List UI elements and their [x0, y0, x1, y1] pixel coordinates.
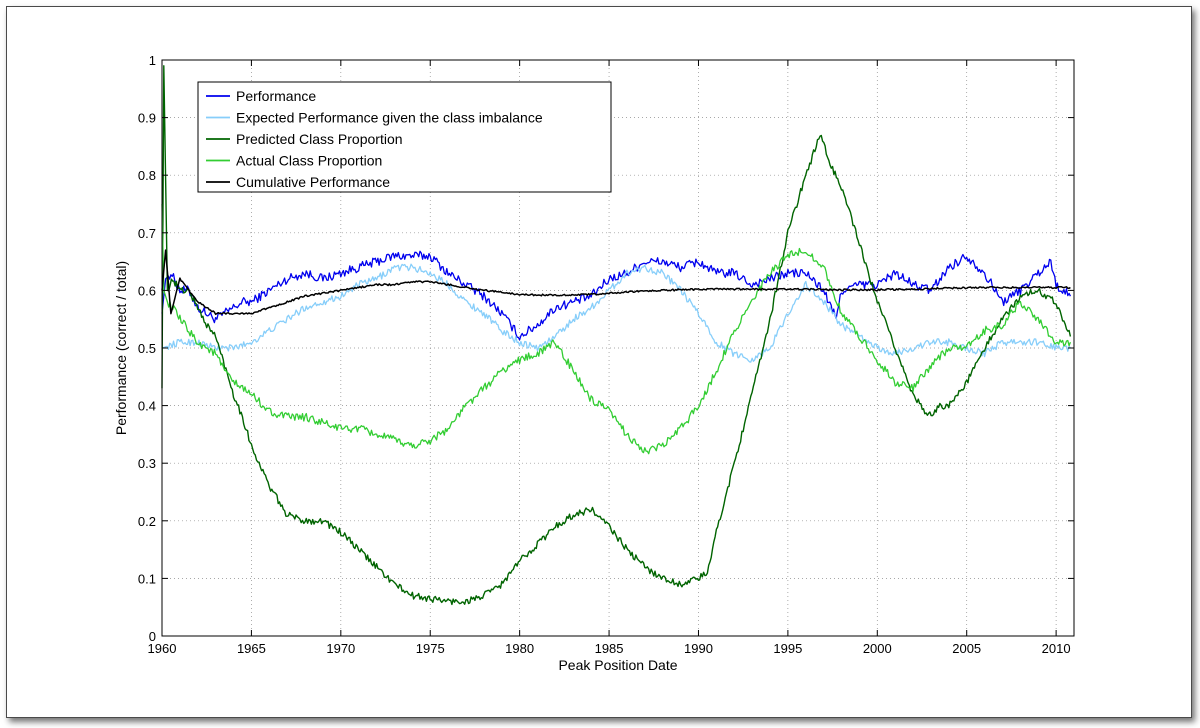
x-tick-label: 1960 — [148, 641, 177, 656]
x-tick-label: 1975 — [416, 641, 445, 656]
legend-box — [197, 81, 612, 193]
x-tick-label: 1995 — [773, 641, 802, 656]
y-tick-label: 0.1 — [138, 571, 156, 586]
y-tick-label: 0.9 — [138, 111, 156, 126]
series-cumulative-performance — [161, 249, 1071, 316]
y-tick-label: 0.4 — [138, 399, 156, 414]
x-tick-label: 1985 — [595, 641, 624, 656]
y-tick-label: 0.6 — [138, 283, 156, 298]
y-tick-label: 0.3 — [138, 456, 156, 471]
legend-entry-label: Predicted Class Proportion — [236, 131, 403, 147]
legend-entry-label: Performance — [236, 88, 316, 104]
axis-ticks: 1960 1965 1970 1975 1980 1985 1990 1995 2000 2005… — [138, 53, 1074, 656]
series-expected-performance — [161, 263, 1071, 363]
y-tick-label: 1 — [149, 53, 156, 68]
x-tick-label: 2000 — [863, 641, 892, 656]
x-axis-label: Peak Position Date — [558, 657, 677, 673]
y-tick-label: 0.7 — [138, 226, 156, 241]
x-tick-label: 1970 — [326, 641, 355, 656]
series-lines — [161, 65, 1072, 606]
x-tick-label: 1965 — [237, 641, 266, 656]
x-tick-label: 2005 — [952, 641, 981, 656]
x-tick-label: 1990 — [684, 641, 713, 656]
series-predicted-class-proportion — [161, 65, 1072, 606]
x-tick-label: 1980 — [505, 641, 534, 656]
legend-entry-label: Cumulative Performance — [236, 174, 390, 190]
legend: Performance Expected Performance given th… — [197, 81, 612, 193]
grid — [162, 60, 1074, 636]
y-axis-label: Performance (correct / total) — [113, 261, 129, 435]
y-tick-label: 0.2 — [138, 514, 156, 529]
y-tick-label: 0.5 — [138, 341, 156, 356]
legend-entry-label: Expected Performance given the class imb… — [236, 110, 543, 126]
y-tick-label: 0 — [149, 629, 156, 644]
y-tick-label: 0.8 — [138, 168, 156, 183]
legend-entry-label: Actual Class Proportion — [236, 153, 382, 169]
x-tick-label: 2010 — [1042, 641, 1071, 656]
series-performance — [161, 250, 1071, 341]
series-actual-class-proportion — [161, 203, 1072, 455]
